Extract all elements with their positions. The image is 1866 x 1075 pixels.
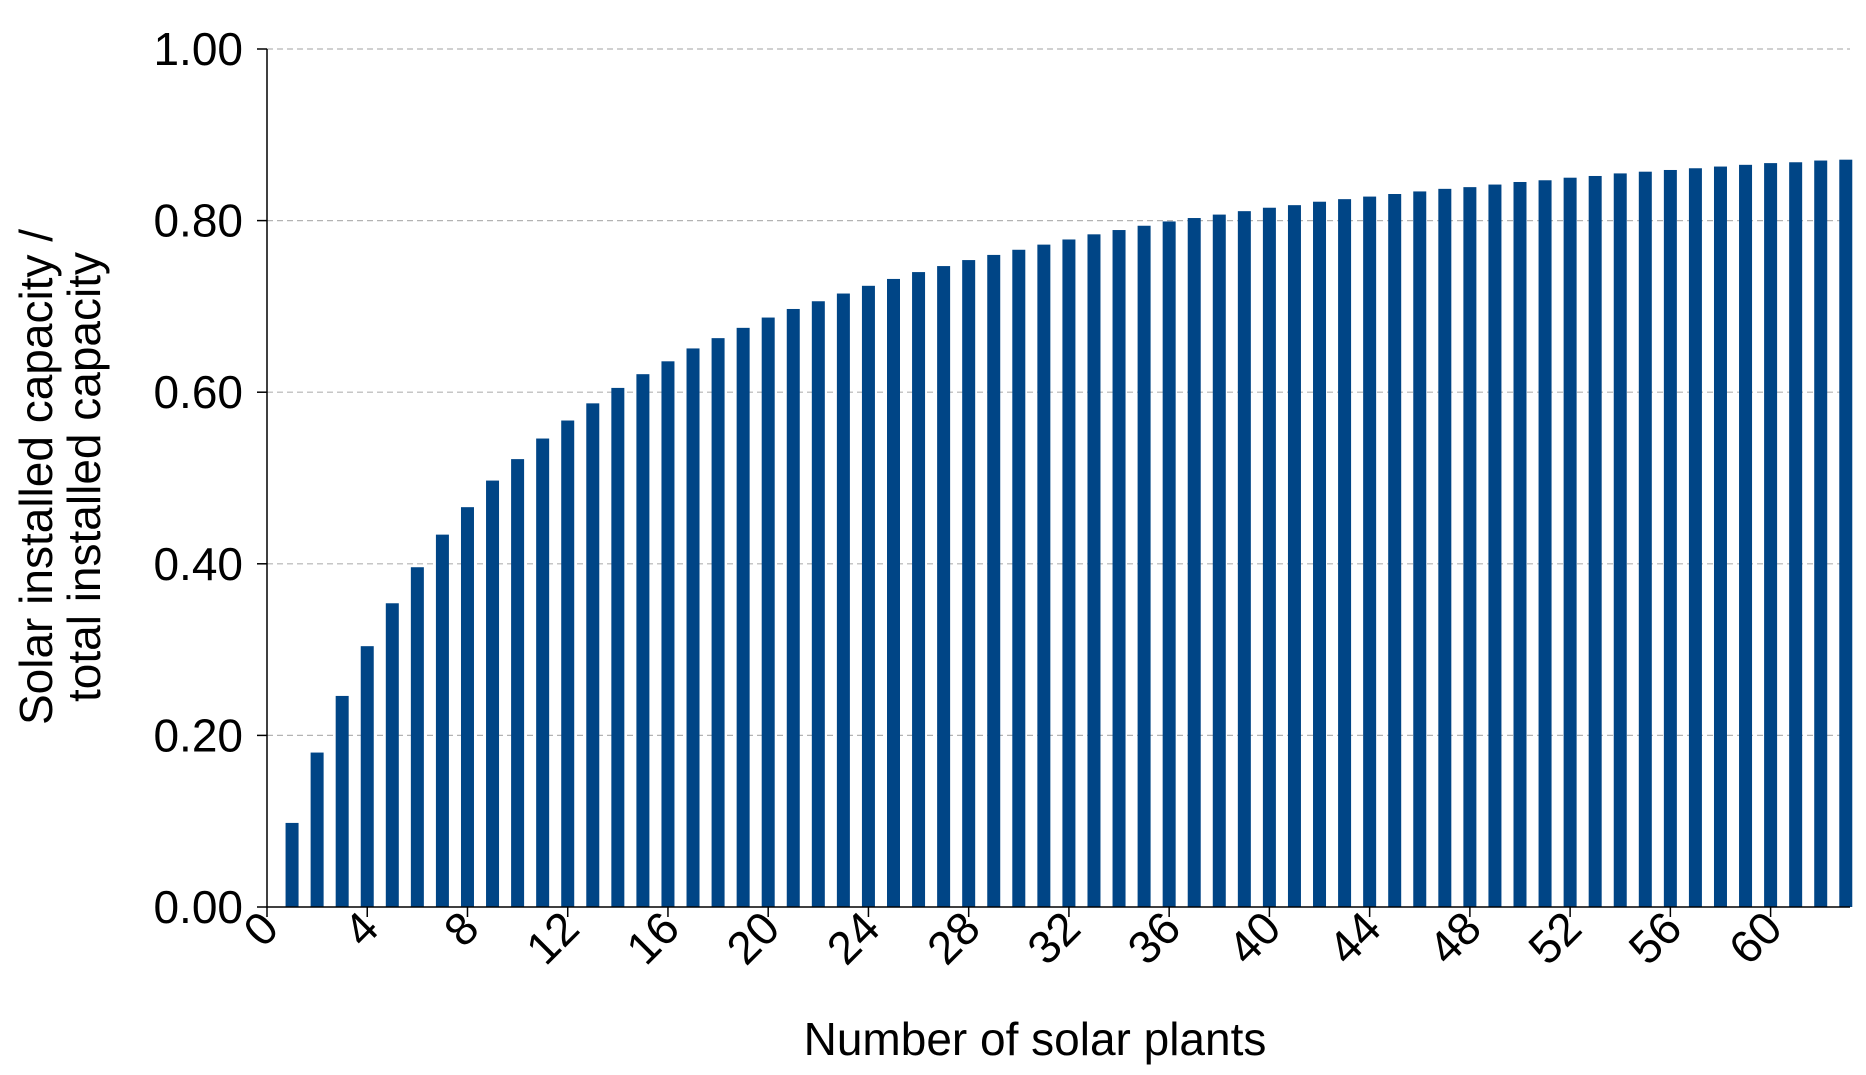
bar — [335, 695, 349, 907]
bar — [511, 459, 525, 907]
bar — [1789, 162, 1803, 907]
bar — [1338, 199, 1352, 907]
bar — [987, 254, 1001, 908]
x-tick-label: 56 — [1618, 901, 1691, 974]
bar — [360, 646, 374, 907]
bar — [611, 387, 625, 907]
x-tick-label: 44 — [1318, 901, 1391, 974]
bar — [1513, 181, 1527, 908]
bar — [586, 403, 600, 907]
bar — [836, 293, 850, 907]
bar — [285, 822, 299, 907]
bar — [1287, 205, 1301, 907]
bar — [1713, 166, 1727, 908]
bar — [761, 317, 775, 907]
bar — [786, 308, 800, 908]
bar — [435, 534, 449, 907]
x-tick-label: 32 — [1017, 901, 1090, 974]
x-tick-labels: 0 4 8 12 16 20 24 28 32 36 40 44 48 52 56 60 — [233, 901, 1791, 974]
bar — [486, 480, 500, 907]
bar — [536, 438, 550, 907]
bar — [1613, 173, 1627, 907]
x-tick-label: 60 — [1719, 901, 1792, 974]
bar — [561, 420, 575, 907]
bar — [1563, 177, 1577, 907]
x-tick-label: 20 — [716, 901, 789, 974]
x-tick-label: 8 — [434, 901, 489, 956]
y-axis-title: Solar installed capacity / total install… — [10, 229, 110, 725]
bar — [1663, 169, 1677, 908]
bar — [636, 374, 650, 907]
y-tick-label: 0.00 — [153, 881, 243, 933]
bar — [1137, 225, 1151, 907]
bar — [1037, 244, 1051, 907]
bar — [736, 327, 750, 908]
bar — [1062, 239, 1076, 908]
bar — [1463, 187, 1477, 907]
bar — [711, 338, 725, 907]
bar — [1313, 201, 1327, 908]
bar — [912, 272, 926, 908]
bar — [1814, 160, 1828, 908]
bar — [1588, 175, 1602, 908]
bar — [410, 567, 424, 907]
x-axis-title: Number of solar plants — [804, 1013, 1267, 1065]
bars — [285, 159, 1853, 908]
bar — [1212, 214, 1226, 908]
bar — [1739, 164, 1753, 907]
bar — [686, 348, 700, 907]
y-axis-title-line-1: Solar installed capacity / — [10, 229, 62, 725]
x-tick-label: 52 — [1518, 901, 1591, 974]
y-tick-label: 0.80 — [153, 195, 243, 247]
bar — [1688, 168, 1702, 907]
bar — [1162, 221, 1176, 907]
x-tick-label: 24 — [817, 901, 890, 974]
bar — [460, 507, 474, 907]
x-tick-label: 36 — [1117, 901, 1190, 974]
x-tick-label: 28 — [917, 901, 990, 974]
x-tick-label: 12 — [516, 901, 589, 974]
bar — [1262, 207, 1276, 908]
bar — [1237, 211, 1251, 907]
bar — [310, 752, 324, 907]
bar — [661, 361, 675, 907]
x-tick-label: 4 — [333, 901, 388, 956]
bar — [1087, 234, 1101, 907]
bar — [1488, 184, 1502, 907]
bar — [1413, 191, 1427, 907]
x-tick-label: 48 — [1418, 901, 1491, 974]
y-axis-title-line-2: total installed capacity — [58, 252, 110, 702]
y-tick-label: 0.40 — [153, 538, 243, 590]
bar — [1438, 188, 1452, 908]
bar — [1388, 194, 1402, 907]
bar — [887, 278, 900, 907]
bar — [937, 266, 951, 907]
x-tick-label: 16 — [616, 901, 689, 974]
bar — [1112, 230, 1126, 908]
y-tick-label: 1.00 — [153, 23, 243, 75]
x-tick-label: 40 — [1218, 901, 1291, 974]
bar — [1538, 180, 1552, 907]
y-tick-labels: 0.00 0.20 0.40 0.60 0.80 1.00 — [153, 23, 267, 933]
bar — [811, 301, 825, 907]
bar — [1764, 163, 1778, 908]
bar — [1187, 218, 1201, 907]
y-tick-label: 0.60 — [153, 366, 243, 418]
bar — [861, 285, 875, 907]
gridlines — [267, 48, 1850, 737]
bar — [1839, 159, 1853, 907]
bar — [1012, 249, 1026, 907]
bar — [962, 260, 976, 907]
bar — [385, 603, 399, 907]
bar — [1363, 196, 1377, 907]
y-tick-label: 0.20 — [153, 709, 243, 761]
axes — [266, 49, 1850, 908]
bar — [1638, 171, 1652, 907]
